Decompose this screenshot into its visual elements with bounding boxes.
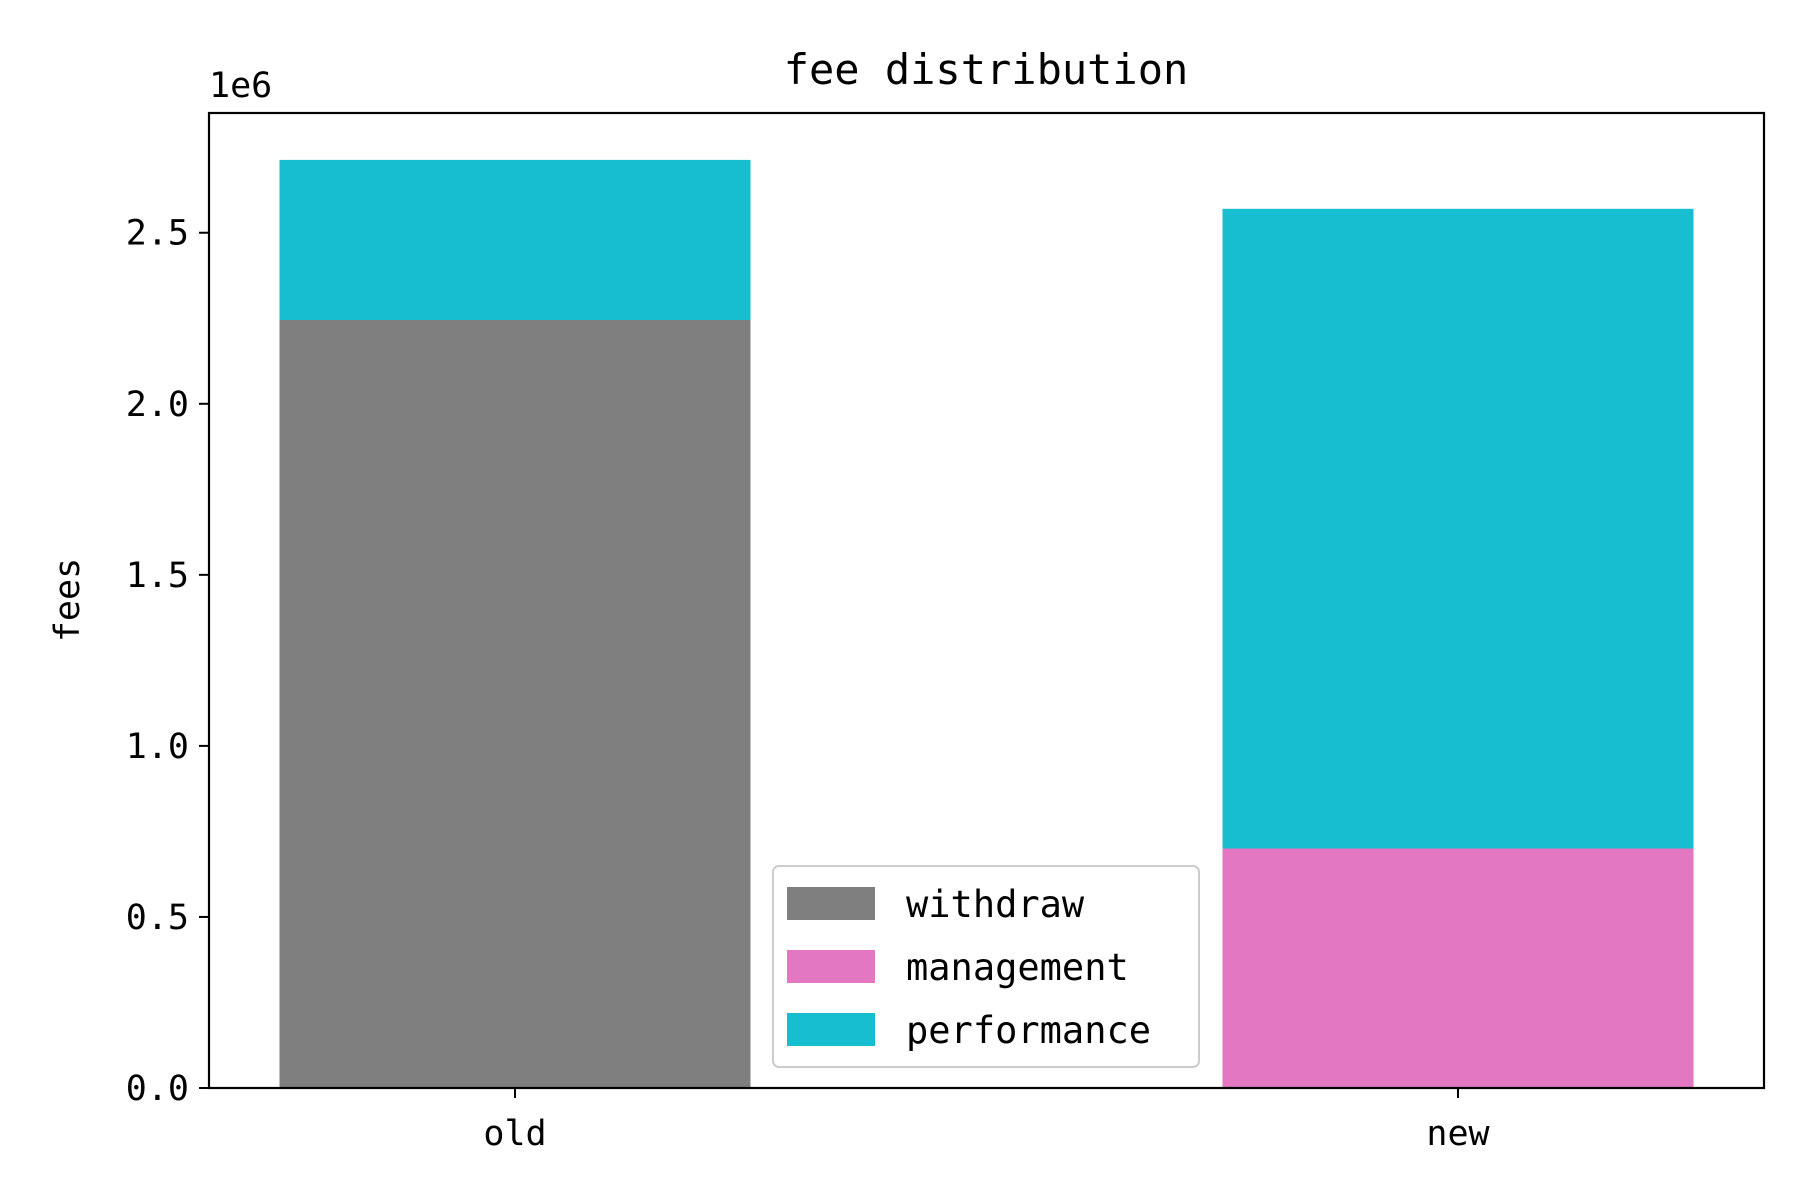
legend-label-performance: performance [906, 1009, 1151, 1052]
x-tick-label: old [483, 1114, 546, 1154]
y-tick-label: 1.0 [126, 727, 189, 767]
legend-label-management: management [906, 946, 1129, 989]
legend-swatch-performance [787, 1013, 875, 1046]
x-tick-label: new [1426, 1114, 1490, 1154]
bars-layer [279, 159, 1694, 1088]
bar-new-performance [1222, 208, 1694, 849]
y-axis-label: fees [48, 558, 88, 642]
plot-frame [207, 111, 1766, 1090]
x-axis: old new [483, 1088, 1491, 1154]
legend-swatch-management [787, 950, 875, 983]
y-tick-label: 2.5 [126, 214, 189, 254]
legend-label-withdraw: withdraw [906, 883, 1085, 926]
legend-swatch-withdraw [787, 887, 875, 920]
y-axis: 0.0 0.5 1.0 1.5 2.0 2.5 [126, 214, 209, 1109]
y-tick-label: 1.5 [126, 556, 189, 596]
bar-old-withdraw [279, 320, 751, 1088]
y-tick-label: 0.5 [126, 898, 189, 938]
y-tick-label: 2.0 [126, 385, 189, 425]
y-axis-scale-label: 1e6 [209, 66, 272, 106]
bar-old-performance [279, 159, 751, 320]
legend-box [772, 865, 1200, 1068]
chart-title: fee distribution [784, 45, 1189, 94]
bar-new-management [1222, 848, 1694, 1088]
legend: withdraw management performance [772, 865, 1200, 1068]
y-tick-label: 0.0 [126, 1069, 189, 1109]
